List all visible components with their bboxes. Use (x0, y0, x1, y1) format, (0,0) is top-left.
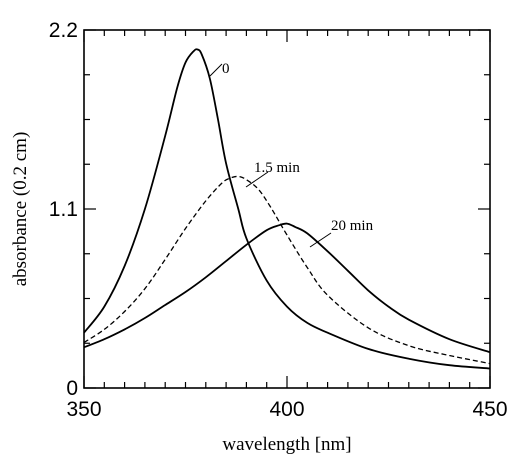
annotation-leader-line (309, 232, 332, 248)
annotation-label: 1.5 min (254, 160, 300, 176)
series-line-0-min (83, 48, 491, 370)
series-lines (83, 48, 491, 370)
series-line-1-5-min (83, 175, 491, 365)
y-tick-label: 0 (66, 377, 78, 400)
y-axis-title: absorbance (0.2 cm) (10, 132, 31, 287)
annotation-leader-line (245, 171, 269, 188)
x-tick-label: 400 (269, 398, 304, 421)
annotation-label: 20 min (331, 218, 374, 234)
x-tick-labels: 350 400 450 (66, 398, 507, 421)
series-line-20-min (83, 222, 491, 354)
x-tick-label: 350 (66, 398, 101, 421)
x-axis-title: wavelength [nm] (222, 434, 351, 454)
y-tick-label: 1.1 (49, 198, 78, 221)
x-tick-label: 450 (472, 398, 507, 421)
annotation-leader-line (209, 63, 223, 77)
y-tick-label: 2.2 (49, 19, 78, 42)
annotation-label: 0 (222, 61, 230, 77)
y-tick-labels: 0 1.1 2.2 (49, 19, 78, 400)
tick-marks (83, 29, 491, 389)
annotations: 0 1.5 min 20 min (209, 61, 374, 248)
